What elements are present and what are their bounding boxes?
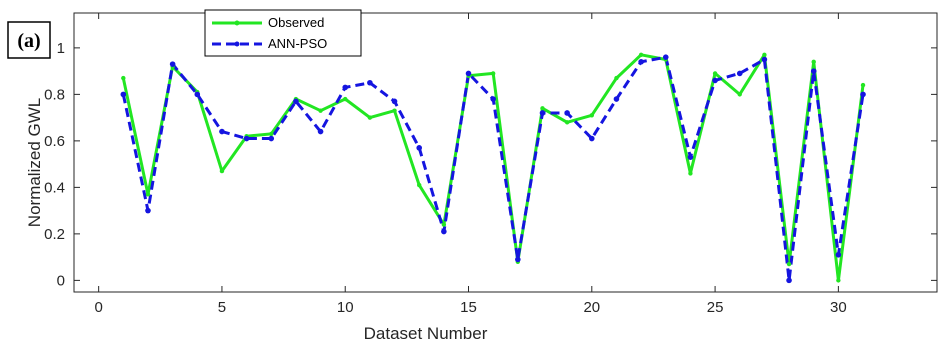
data-point-ann-pso xyxy=(293,98,299,105)
data-point-observed xyxy=(737,92,742,97)
series-markers xyxy=(120,52,866,284)
data-point-observed xyxy=(417,182,422,188)
data-point-ann-pso xyxy=(367,79,373,86)
data-point-ann-pso xyxy=(145,207,151,214)
data-point-observed xyxy=(441,222,447,227)
data-point-ann-pso xyxy=(169,61,176,67)
data-point-ann-pso xyxy=(662,54,669,60)
x-tick-label: 20 xyxy=(583,299,600,316)
panel-label-text: (a) xyxy=(17,30,40,52)
y-tick-label: 0 xyxy=(57,272,65,289)
data-point-observed xyxy=(811,59,816,65)
data-point-ann-pso xyxy=(860,91,866,98)
panel-label-box xyxy=(7,21,51,59)
data-point-ann-pso xyxy=(539,110,546,116)
panel-label: (a) xyxy=(7,21,51,59)
x-tick-label: 15 xyxy=(460,299,477,316)
data-point-ann-pso xyxy=(515,256,521,263)
data-point-ann-pso xyxy=(761,56,768,63)
data-point-observed xyxy=(367,115,373,120)
data-point-observed xyxy=(121,75,126,81)
legend-observed-label: Observed xyxy=(268,15,324,30)
legend-box xyxy=(204,9,362,57)
data-point-observed xyxy=(638,52,644,58)
data-point-ann-pso xyxy=(490,96,496,102)
x-axis-title: Dataset Number xyxy=(364,324,488,343)
data-point-observed xyxy=(614,75,619,81)
x-tick-label: 0 xyxy=(94,299,102,316)
data-point-ann-pso xyxy=(342,84,349,91)
data-point-ann-pso xyxy=(268,135,275,142)
data-point-ann-pso xyxy=(441,228,447,235)
legend-observed-marker xyxy=(234,20,240,26)
data-point-observed xyxy=(392,108,397,113)
data-point-observed xyxy=(589,113,594,118)
legend: Observed ANN-PSO xyxy=(204,9,362,57)
data-point-ann-pso xyxy=(613,96,620,102)
data-point-ann-pso xyxy=(589,135,595,142)
y-tick-label: 1 xyxy=(57,40,65,57)
legend-annpso-label: ANN-PSO xyxy=(268,36,327,51)
data-point-ann-pso xyxy=(120,91,127,98)
y-tick-label: 0.2 xyxy=(44,226,65,243)
data-point-ann-pso xyxy=(465,70,472,77)
data-point-observed xyxy=(318,108,323,113)
data-point-observed xyxy=(219,168,225,174)
x-tick-label: 25 xyxy=(707,299,724,316)
x-tick-label: 5 xyxy=(218,299,226,316)
x-tick-label: 10 xyxy=(337,299,354,316)
data-point-ann-pso xyxy=(835,252,842,258)
data-point-ann-pso xyxy=(687,154,694,160)
data-point-ann-pso xyxy=(810,68,817,74)
data-point-ann-pso xyxy=(219,128,225,135)
data-point-ann-pso xyxy=(194,91,201,98)
data-point-observed xyxy=(343,96,348,102)
data-point-ann-pso xyxy=(786,277,792,284)
y-axis-title: Normalized GWL xyxy=(25,98,44,227)
data-point-ann-pso xyxy=(712,77,718,84)
data-point-observed xyxy=(712,71,718,76)
y-tick-label: 0.6 xyxy=(44,133,65,150)
data-point-ann-pso xyxy=(317,128,324,135)
data-point-observed xyxy=(688,171,693,176)
data-point-observed xyxy=(564,120,570,125)
data-point-ann-pso xyxy=(638,59,644,65)
data-point-ann-pso xyxy=(391,98,398,105)
data-point-observed xyxy=(836,278,841,283)
data-point-observed xyxy=(145,192,151,197)
data-point-ann-pso xyxy=(736,70,743,77)
data-point-ann-pso xyxy=(243,135,250,142)
y-tick-label: 0.4 xyxy=(44,179,65,196)
legend-annpso-marker xyxy=(234,41,240,47)
plot-area-frame xyxy=(73,12,938,293)
axes-group: 0 5 10 15 20 25 30 0 0.2 0.4 0.6 0.8 1 Dataset Number… xyxy=(25,12,938,343)
data-point-observed xyxy=(490,71,496,76)
data-point-observed xyxy=(540,106,545,111)
data-point-observed xyxy=(269,131,274,137)
y-tick-label: 0.8 xyxy=(44,86,65,103)
data-point-ann-pso xyxy=(564,110,570,116)
data-point-observed xyxy=(860,82,866,88)
data-point-ann-pso xyxy=(416,145,423,151)
data-point-observed xyxy=(762,52,767,58)
data-point-observed xyxy=(786,261,792,267)
x-tick-label: 30 xyxy=(830,299,847,316)
